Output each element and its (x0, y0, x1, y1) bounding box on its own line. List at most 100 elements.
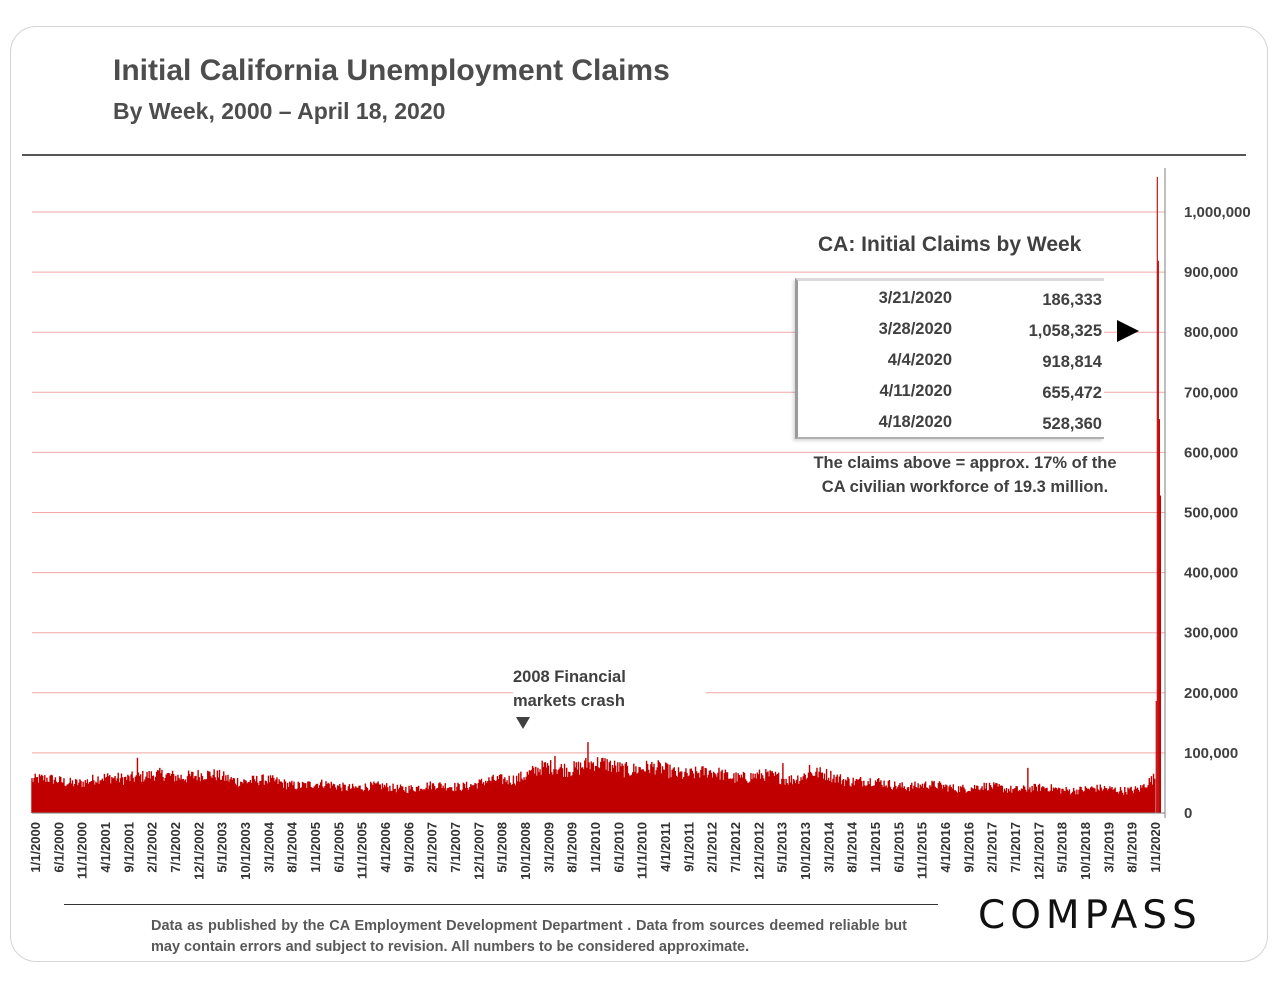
inset-row: 3/21/2020 186,333 (798, 289, 1104, 313)
x-tick-label: 1/1/2015 (868, 822, 883, 873)
x-tick-label: 3/1/2014 (821, 821, 836, 872)
x-tick-label: 10/1/2013 (798, 822, 813, 880)
x-tick-label: 6/1/2015 (891, 822, 906, 873)
x-tick-label: 11/1/2005 (355, 822, 370, 879)
inset-value: 1,058,325 (1028, 322, 1102, 340)
x-tick-label: 2/1/2002 (145, 822, 160, 873)
y-tick-label: 300,000 (1184, 625, 1238, 642)
inset-value: 918,814 (1042, 353, 1102, 371)
weekly-bars (31, 742, 1156, 813)
inset-table: 3/21/2020 186,333 3/28/2020 1,058,325 4/… (795, 278, 1104, 439)
x-tick-label: 3/1/2009 (541, 822, 556, 873)
x-tick-label: 9/1/2011 (681, 822, 696, 872)
inset-row: 4/11/2020 655,472 (798, 382, 1104, 406)
y-tick-label: 500,000 (1184, 505, 1238, 522)
x-tick-label: 8/1/2019 (1125, 822, 1140, 873)
inset-row: 4/4/2020 918,814 (798, 351, 1104, 375)
x-tick-label: 11/1/2015 (915, 822, 930, 879)
x-tick-label: 5/1/2003 (215, 822, 230, 873)
y-tick-label: 700,000 (1184, 384, 1238, 401)
inset-note: The claims above = approx. 17% of the CA… (795, 451, 1135, 499)
x-tick-label: 3/1/2019 (1101, 822, 1116, 873)
x-tick-label: 2/1/2017 (985, 822, 1000, 873)
footer-divider (64, 904, 938, 905)
x-tick-label: 7/1/2012 (728, 822, 743, 873)
x-tick-label: 6/1/2005 (331, 822, 346, 873)
x-tick-label: 12/1/2012 (751, 822, 766, 880)
x-tick-label: 2/1/2012 (705, 822, 720, 873)
x-tick-label: 11/1/2000 (75, 822, 90, 879)
x-tick-label: 5/1/2018 (1055, 822, 1070, 873)
crash-annotation: 2008 Financial markets crash (513, 665, 706, 713)
x-tick-label: 4/1/2001 (98, 822, 113, 873)
y-tick-labels: 0 100,000 200,000 300,000 400,000 500,000 600,… (1184, 204, 1251, 822)
bar-4/11/2020 (1158, 419, 1160, 813)
x-tick-label: 7/1/2002 (168, 822, 183, 873)
x-tick-label: 10/1/2003 (238, 822, 253, 880)
inset-date: 4/4/2020 (887, 351, 952, 369)
inset-note-line: The claims above = approx. 17% of the (813, 454, 1117, 472)
chart-subtitle: By Week, 2000 – April 18, 2020 (113, 98, 446, 124)
x-tick-label: 1/1/2020 (1148, 822, 1163, 873)
bar-4/4/2020 (1157, 260, 1159, 813)
inset-row: 3/28/2020 1,058,325 (798, 320, 1104, 344)
inset-title: CA: Initial Claims by Week (818, 233, 1082, 256)
x-tick-label: 1/1/2005 (308, 822, 323, 873)
slide-card (10, 26, 1268, 962)
footer-disclaimer: Data as published by the CA Employment D… (151, 918, 907, 955)
x-tick-label: 10/1/2018 (1078, 822, 1093, 880)
x-tick-label: 4/1/2016 (938, 822, 953, 873)
x-tick-label: 11/1/2010 (635, 822, 650, 879)
chart-title: Initial California Unemployment Claims (113, 54, 670, 87)
y-tick-label: 1,000,000 (1184, 204, 1251, 221)
x-tick-label: 7/1/2007 (448, 822, 463, 873)
gridlines (32, 211, 1165, 754)
inset-value: 655,472 (1042, 384, 1102, 402)
inset-note-line: CA civilian workforce of 19.3 million. (821, 478, 1109, 496)
x-tick-label: 10/1/2008 (518, 822, 533, 880)
y-tick-label: 0 (1184, 805, 1192, 822)
x-tick-label: 8/1/2009 (565, 822, 580, 873)
annotation-line: markets crash (513, 692, 625, 710)
inset-row: 4/18/2020 528,360 (798, 413, 1104, 437)
down-arrow-icon (516, 717, 530, 729)
y-tick-label: 200,000 (1184, 685, 1238, 702)
x-tick-label: 3/1/2004 (261, 821, 276, 872)
annotation-line: 2008 Financial (513, 668, 626, 686)
x-tick-label: 12/1/2007 (471, 822, 486, 880)
inset-date: 4/11/2020 (879, 382, 953, 400)
x-tick-label: 1/1/2000 (28, 822, 43, 873)
x-tick-label: 9/1/2006 (401, 822, 416, 873)
x-tick-label: 4/1/2011 (658, 822, 673, 872)
x-tick-label: 7/1/2017 (1008, 822, 1023, 873)
x-tick-label: 6/1/2010 (611, 822, 626, 873)
inset-value: 528,360 (1042, 415, 1102, 433)
compass-logo: COMPASS (978, 893, 1202, 938)
x-tick-label: 9/1/2016 (961, 822, 976, 873)
y-tick-label: 800,000 (1184, 324, 1238, 341)
y-tick-label: 100,000 (1184, 745, 1238, 762)
x-tick-label: 5/1/2008 (495, 822, 510, 873)
x-tick-label: 12/1/2017 (1031, 822, 1046, 880)
x-tick-label: 4/1/2006 (378, 822, 393, 873)
bar-3/28/2020 (1156, 176, 1158, 813)
axes (32, 168, 1166, 818)
y-tick-label: 400,000 (1184, 565, 1238, 582)
x-tick-label: 6/1/2000 (51, 822, 66, 873)
x-tick-label: 9/1/2001 (121, 822, 136, 873)
bar-3/21/2020 (1155, 701, 1157, 813)
x-tick-label: 8/1/2014 (845, 821, 860, 872)
inset-date: 3/21/2020 (878, 289, 952, 307)
right-pointer-icon (1117, 320, 1139, 342)
x-tick-label: 5/1/2013 (775, 822, 790, 873)
x-tick-label: 1/1/2010 (588, 822, 603, 873)
bar-4/18/2020 (1159, 495, 1162, 813)
bar-series (31, 176, 1162, 813)
x-tick-label: 8/1/2004 (285, 821, 300, 872)
header-divider (22, 154, 1246, 156)
x-tick-label: 12/1/2002 (191, 822, 206, 880)
y-tick-label: 600,000 (1184, 444, 1238, 461)
x-tick-label: 2/1/2007 (425, 822, 440, 873)
inset-date: 4/18/2020 (878, 413, 952, 431)
